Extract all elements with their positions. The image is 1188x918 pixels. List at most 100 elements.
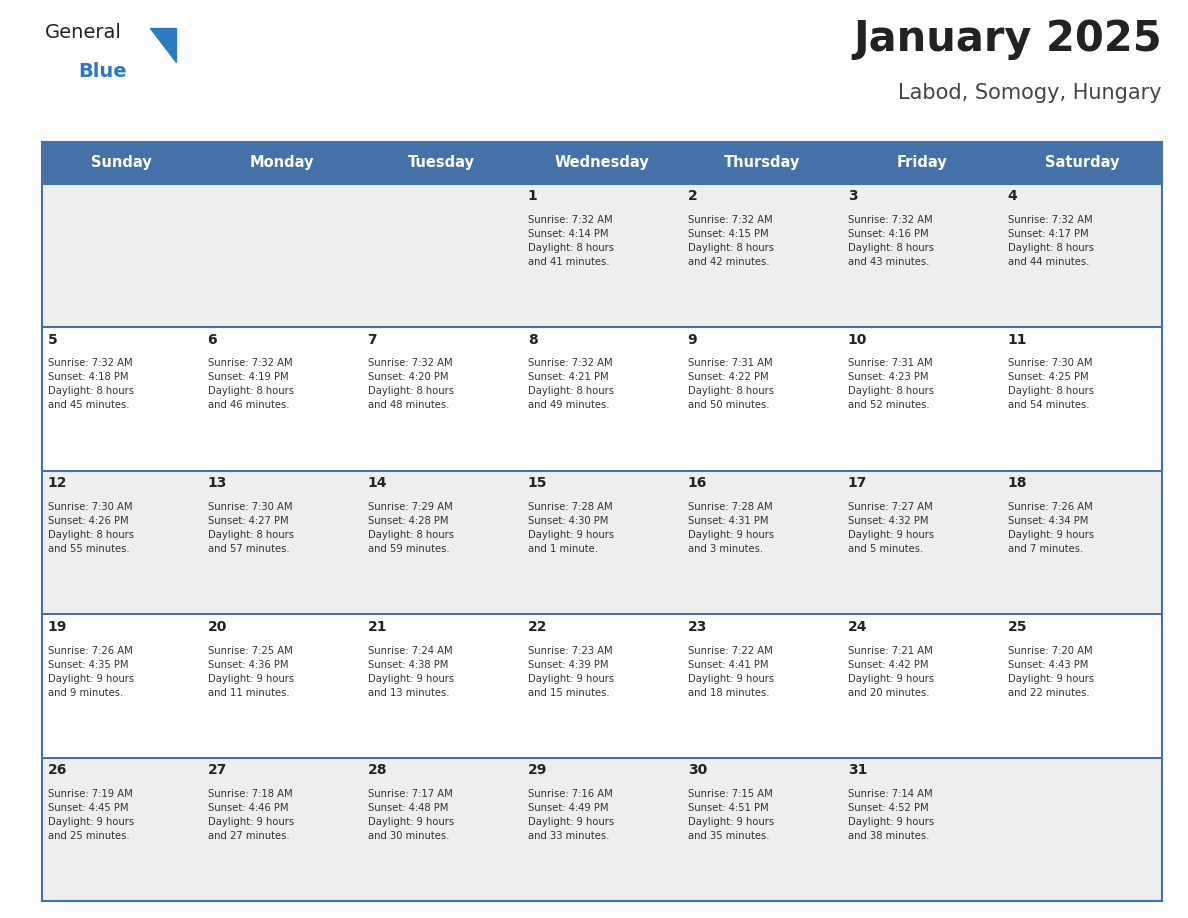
Text: Friday: Friday <box>897 155 947 171</box>
Bar <box>682 142 842 184</box>
Bar <box>361 758 522 901</box>
Text: 31: 31 <box>848 764 867 778</box>
Text: Sunrise: 7:30 AM
Sunset: 4:27 PM
Daylight: 8 hours
and 57 minutes.: Sunrise: 7:30 AM Sunset: 4:27 PM Dayligh… <box>208 502 293 554</box>
Bar <box>202 471 361 614</box>
Bar <box>522 327 682 471</box>
Text: 24: 24 <box>848 620 867 633</box>
Bar <box>522 142 682 184</box>
Text: Sunrise: 7:28 AM
Sunset: 4:30 PM
Daylight: 9 hours
and 1 minute.: Sunrise: 7:28 AM Sunset: 4:30 PM Dayligh… <box>527 502 614 554</box>
Bar <box>42 184 202 327</box>
Text: 27: 27 <box>208 764 227 778</box>
Bar <box>1001 327 1162 471</box>
Text: 4: 4 <box>1007 189 1017 203</box>
Bar <box>1001 184 1162 327</box>
Bar <box>202 184 361 327</box>
Text: Sunrise: 7:14 AM
Sunset: 4:52 PM
Daylight: 9 hours
and 38 minutes.: Sunrise: 7:14 AM Sunset: 4:52 PM Dayligh… <box>848 789 934 841</box>
Bar <box>361 614 522 758</box>
Bar <box>842 758 1001 901</box>
Text: 17: 17 <box>848 476 867 490</box>
Bar <box>842 142 1001 184</box>
Text: 12: 12 <box>48 476 67 490</box>
Polygon shape <box>150 28 176 62</box>
Text: Sunrise: 7:27 AM
Sunset: 4:32 PM
Daylight: 9 hours
and 5 minutes.: Sunrise: 7:27 AM Sunset: 4:32 PM Dayligh… <box>848 502 934 554</box>
Bar <box>42 471 202 614</box>
Bar <box>842 184 1001 327</box>
Bar <box>682 614 842 758</box>
Bar <box>361 184 522 327</box>
Text: 1: 1 <box>527 189 537 203</box>
Text: Sunrise: 7:30 AM
Sunset: 4:26 PM
Daylight: 8 hours
and 55 minutes.: Sunrise: 7:30 AM Sunset: 4:26 PM Dayligh… <box>48 502 133 554</box>
Bar <box>42 327 202 471</box>
Bar <box>682 327 842 471</box>
Text: Thursday: Thursday <box>723 155 800 171</box>
Text: Sunrise: 7:32 AM
Sunset: 4:14 PM
Daylight: 8 hours
and 41 minutes.: Sunrise: 7:32 AM Sunset: 4:14 PM Dayligh… <box>527 215 614 267</box>
Text: Sunrise: 7:26 AM
Sunset: 4:35 PM
Daylight: 9 hours
and 9 minutes.: Sunrise: 7:26 AM Sunset: 4:35 PM Dayligh… <box>48 645 133 698</box>
Text: 21: 21 <box>367 620 387 633</box>
Bar <box>361 327 522 471</box>
Bar <box>202 327 361 471</box>
Text: Sunrise: 7:32 AM
Sunset: 4:18 PM
Daylight: 8 hours
and 45 minutes.: Sunrise: 7:32 AM Sunset: 4:18 PM Dayligh… <box>48 358 133 410</box>
Text: Blue: Blue <box>78 62 127 81</box>
Text: Sunrise: 7:31 AM
Sunset: 4:23 PM
Daylight: 8 hours
and 52 minutes.: Sunrise: 7:31 AM Sunset: 4:23 PM Dayligh… <box>848 358 934 410</box>
Text: 19: 19 <box>48 620 67 633</box>
Text: 3: 3 <box>848 189 858 203</box>
Text: Sunrise: 7:30 AM
Sunset: 4:25 PM
Daylight: 8 hours
and 54 minutes.: Sunrise: 7:30 AM Sunset: 4:25 PM Dayligh… <box>1007 358 1094 410</box>
Text: 16: 16 <box>688 476 707 490</box>
Bar <box>1001 758 1162 901</box>
Text: 30: 30 <box>688 764 707 778</box>
Text: General: General <box>45 23 122 42</box>
Text: Sunrise: 7:20 AM
Sunset: 4:43 PM
Daylight: 9 hours
and 22 minutes.: Sunrise: 7:20 AM Sunset: 4:43 PM Dayligh… <box>1007 645 1094 698</box>
Text: Sunrise: 7:25 AM
Sunset: 4:36 PM
Daylight: 9 hours
and 11 minutes.: Sunrise: 7:25 AM Sunset: 4:36 PM Dayligh… <box>208 645 293 698</box>
Text: 2: 2 <box>688 189 697 203</box>
Bar <box>361 142 522 184</box>
Bar <box>202 758 361 901</box>
Text: Sunrise: 7:32 AM
Sunset: 4:19 PM
Daylight: 8 hours
and 46 minutes.: Sunrise: 7:32 AM Sunset: 4:19 PM Dayligh… <box>208 358 293 410</box>
Bar <box>361 471 522 614</box>
Text: Sunrise: 7:28 AM
Sunset: 4:31 PM
Daylight: 9 hours
and 3 minutes.: Sunrise: 7:28 AM Sunset: 4:31 PM Dayligh… <box>688 502 773 554</box>
Bar <box>682 184 842 327</box>
Text: 20: 20 <box>208 620 227 633</box>
Text: 11: 11 <box>1007 332 1028 347</box>
Bar <box>682 758 842 901</box>
Text: 8: 8 <box>527 332 537 347</box>
Text: Labod, Somogy, Hungary: Labod, Somogy, Hungary <box>898 83 1162 103</box>
Bar <box>682 471 842 614</box>
Bar <box>1001 142 1162 184</box>
Text: Sunrise: 7:18 AM
Sunset: 4:46 PM
Daylight: 9 hours
and 27 minutes.: Sunrise: 7:18 AM Sunset: 4:46 PM Dayligh… <box>208 789 293 841</box>
Text: Sunrise: 7:24 AM
Sunset: 4:38 PM
Daylight: 9 hours
and 13 minutes.: Sunrise: 7:24 AM Sunset: 4:38 PM Dayligh… <box>367 645 454 698</box>
Text: Wednesday: Wednesday <box>555 155 649 171</box>
Text: Sunrise: 7:32 AM
Sunset: 4:16 PM
Daylight: 8 hours
and 43 minutes.: Sunrise: 7:32 AM Sunset: 4:16 PM Dayligh… <box>848 215 934 267</box>
Text: Tuesday: Tuesday <box>409 155 475 171</box>
Text: Sunrise: 7:22 AM
Sunset: 4:41 PM
Daylight: 9 hours
and 18 minutes.: Sunrise: 7:22 AM Sunset: 4:41 PM Dayligh… <box>688 645 773 698</box>
Text: 23: 23 <box>688 620 707 633</box>
Text: 13: 13 <box>208 476 227 490</box>
Bar <box>202 142 361 184</box>
Text: Sunrise: 7:21 AM
Sunset: 4:42 PM
Daylight: 9 hours
and 20 minutes.: Sunrise: 7:21 AM Sunset: 4:42 PM Dayligh… <box>848 645 934 698</box>
Bar <box>842 614 1001 758</box>
Bar <box>842 327 1001 471</box>
Text: 14: 14 <box>367 476 387 490</box>
Text: 26: 26 <box>48 764 67 778</box>
Text: Sunrise: 7:32 AM
Sunset: 4:17 PM
Daylight: 8 hours
and 44 minutes.: Sunrise: 7:32 AM Sunset: 4:17 PM Dayligh… <box>1007 215 1094 267</box>
Text: 15: 15 <box>527 476 548 490</box>
Text: Sunrise: 7:16 AM
Sunset: 4:49 PM
Daylight: 9 hours
and 33 minutes.: Sunrise: 7:16 AM Sunset: 4:49 PM Dayligh… <box>527 789 614 841</box>
Text: Sunrise: 7:32 AM
Sunset: 4:20 PM
Daylight: 8 hours
and 48 minutes.: Sunrise: 7:32 AM Sunset: 4:20 PM Dayligh… <box>367 358 454 410</box>
Bar <box>522 758 682 901</box>
Text: Sunrise: 7:17 AM
Sunset: 4:48 PM
Daylight: 9 hours
and 30 minutes.: Sunrise: 7:17 AM Sunset: 4:48 PM Dayligh… <box>367 789 454 841</box>
Text: Sunrise: 7:32 AM
Sunset: 4:21 PM
Daylight: 8 hours
and 49 minutes.: Sunrise: 7:32 AM Sunset: 4:21 PM Dayligh… <box>527 358 614 410</box>
Text: 9: 9 <box>688 332 697 347</box>
Bar <box>522 614 682 758</box>
Text: Sunrise: 7:19 AM
Sunset: 4:45 PM
Daylight: 9 hours
and 25 minutes.: Sunrise: 7:19 AM Sunset: 4:45 PM Dayligh… <box>48 789 133 841</box>
Bar <box>522 184 682 327</box>
Text: 25: 25 <box>1007 620 1028 633</box>
Text: 18: 18 <box>1007 476 1028 490</box>
Text: Sunrise: 7:26 AM
Sunset: 4:34 PM
Daylight: 9 hours
and 7 minutes.: Sunrise: 7:26 AM Sunset: 4:34 PM Dayligh… <box>1007 502 1094 554</box>
Bar <box>42 758 202 901</box>
Bar <box>1001 471 1162 614</box>
Text: 7: 7 <box>367 332 378 347</box>
Bar <box>42 142 202 184</box>
Text: Sunday: Sunday <box>91 155 152 171</box>
Text: 10: 10 <box>848 332 867 347</box>
Text: Sunrise: 7:15 AM
Sunset: 4:51 PM
Daylight: 9 hours
and 35 minutes.: Sunrise: 7:15 AM Sunset: 4:51 PM Dayligh… <box>688 789 773 841</box>
Bar <box>522 471 682 614</box>
